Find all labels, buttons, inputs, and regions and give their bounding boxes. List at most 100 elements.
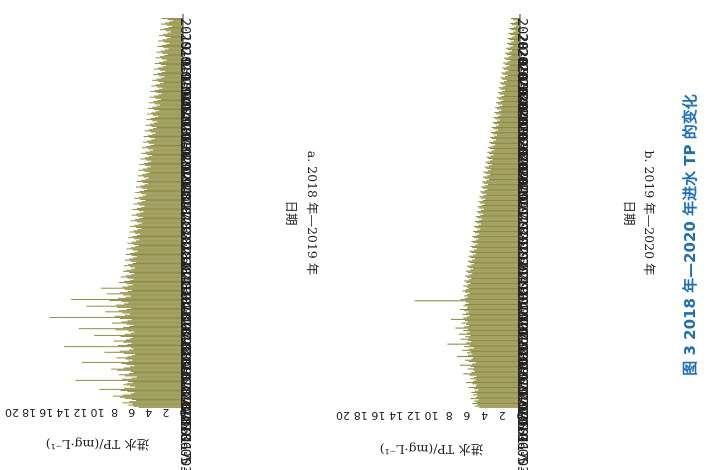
value-tick-label: 6 bbox=[128, 406, 135, 419]
bar bbox=[134, 251, 183, 253]
bar bbox=[124, 333, 183, 335]
bar bbox=[153, 101, 183, 103]
bar bbox=[468, 279, 520, 281]
bar bbox=[162, 87, 183, 89]
bar bbox=[504, 52, 520, 54]
bar bbox=[128, 360, 183, 362]
bar bbox=[489, 160, 520, 162]
bar bbox=[123, 394, 183, 396]
value-tick-label: 18 bbox=[22, 406, 36, 419]
bar bbox=[466, 270, 520, 272]
bar bbox=[467, 339, 520, 341]
bar bbox=[115, 329, 183, 331]
bar bbox=[130, 393, 183, 395]
bar bbox=[512, 50, 520, 52]
bar bbox=[469, 292, 520, 294]
bar bbox=[513, 26, 520, 28]
bar bbox=[493, 117, 520, 119]
bar bbox=[469, 250, 520, 252]
bar bbox=[129, 349, 183, 351]
bar bbox=[497, 92, 520, 94]
bar bbox=[145, 151, 183, 153]
bar bbox=[118, 345, 183, 347]
bar bbox=[155, 84, 183, 86]
bar bbox=[149, 171, 183, 173]
bar bbox=[150, 145, 183, 146]
bar bbox=[414, 300, 520, 302]
bar bbox=[124, 288, 183, 290]
bar bbox=[154, 116, 183, 118]
bar bbox=[495, 107, 520, 109]
bar bbox=[153, 122, 183, 124]
bar bbox=[495, 130, 520, 132]
bar bbox=[159, 34, 183, 36]
bar bbox=[158, 40, 183, 42]
date-tick-label: 2020-03-23 bbox=[514, 78, 530, 159]
bar bbox=[127, 277, 183, 279]
value-tick-label: 16 bbox=[39, 406, 53, 419]
bar bbox=[135, 186, 183, 188]
bar bbox=[154, 89, 183, 91]
date-tick-label: 2020-03-09 bbox=[514, 93, 530, 174]
bar bbox=[475, 239, 520, 241]
bar bbox=[504, 81, 520, 83]
bar bbox=[150, 131, 183, 133]
bar bbox=[512, 31, 520, 33]
bar bbox=[499, 93, 520, 95]
bar bbox=[488, 157, 520, 159]
bar bbox=[475, 216, 520, 218]
bar bbox=[124, 280, 183, 282]
bar bbox=[466, 281, 520, 283]
bar bbox=[124, 314, 183, 316]
date-tick-label: 2019-02-10 bbox=[177, 123, 193, 204]
bar bbox=[117, 306, 183, 308]
date-tick-label: 2018-07-29 bbox=[177, 333, 193, 414]
bar bbox=[466, 286, 520, 288]
bar bbox=[164, 28, 183, 30]
bar bbox=[161, 18, 183, 19]
bar bbox=[128, 237, 183, 239]
date-tick-label: 2018-07-15 bbox=[177, 348, 193, 429]
bar bbox=[506, 53, 520, 55]
bar bbox=[157, 121, 183, 123]
bar bbox=[494, 123, 520, 125]
bar bbox=[162, 39, 183, 41]
value-tick-label: 6 bbox=[463, 409, 470, 422]
bar bbox=[155, 57, 183, 59]
bar bbox=[147, 113, 183, 115]
bar bbox=[132, 337, 183, 339]
bar bbox=[496, 108, 520, 110]
bar bbox=[474, 405, 520, 407]
bar bbox=[157, 46, 183, 48]
bar bbox=[119, 396, 183, 398]
bar bbox=[153, 68, 183, 70]
bar bbox=[126, 364, 183, 366]
bar bbox=[473, 268, 520, 270]
date-tick-label: 2019-09-23 bbox=[514, 273, 530, 354]
date-tick-label: 2020-01-27 bbox=[514, 138, 530, 219]
bar bbox=[455, 327, 520, 329]
bar bbox=[472, 403, 520, 405]
bar bbox=[127, 291, 183, 293]
bar bbox=[495, 144, 520, 146]
bar bbox=[497, 103, 520, 105]
bar bbox=[158, 67, 183, 69]
bar bbox=[467, 321, 520, 323]
bar bbox=[471, 391, 520, 393]
bar bbox=[497, 115, 520, 117]
bar bbox=[477, 229, 520, 231]
bar bbox=[117, 369, 183, 371]
bar bbox=[496, 113, 520, 115]
bar bbox=[506, 79, 520, 81]
bar bbox=[135, 354, 183, 356]
bar bbox=[509, 65, 520, 67]
bar bbox=[132, 209, 183, 211]
bar bbox=[129, 252, 183, 254]
bar bbox=[152, 133, 183, 135]
bar bbox=[167, 32, 183, 34]
bar bbox=[482, 176, 520, 178]
bar bbox=[124, 375, 183, 377]
bar bbox=[167, 53, 183, 55]
bar bbox=[489, 178, 520, 181]
